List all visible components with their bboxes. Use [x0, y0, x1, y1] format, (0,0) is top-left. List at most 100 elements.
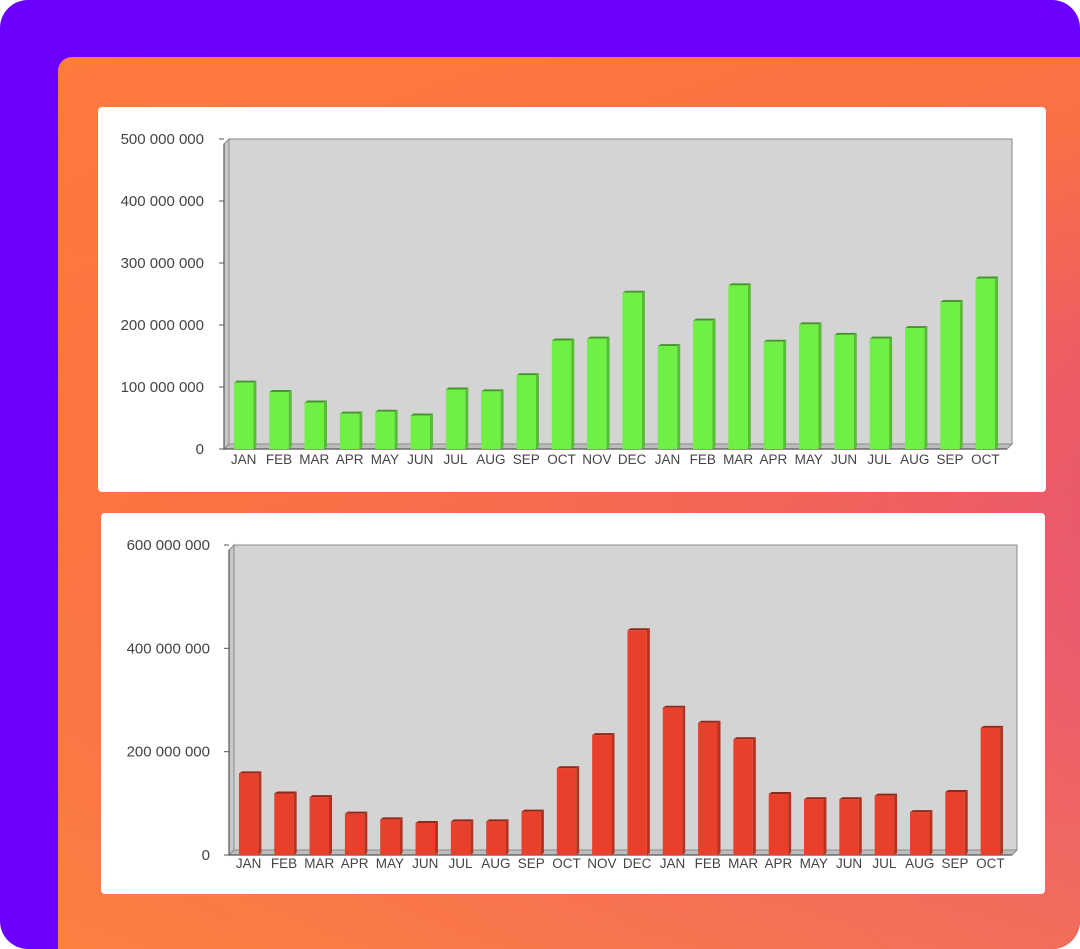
x-tick-label: JAN [231, 452, 257, 467]
bar-side [470, 819, 474, 855]
bar-front [940, 302, 960, 449]
bar-side [712, 318, 716, 449]
x-tick-label: FEB [271, 856, 297, 871]
bar-front [238, 773, 259, 855]
bar-side [434, 820, 438, 855]
x-tick-label: FEB [266, 452, 292, 467]
x-tick-label: OCT [552, 856, 581, 871]
bar-side [606, 336, 610, 449]
bar-top [410, 413, 433, 416]
y-tick-label: 100 000 000 [121, 379, 204, 396]
x-tick-label: MAY [800, 856, 828, 871]
plot-area [233, 544, 1018, 851]
bar-side [924, 326, 928, 449]
bar-top [481, 389, 504, 392]
bar-side [959, 300, 963, 449]
bar [233, 380, 257, 449]
bar [728, 283, 751, 449]
bar-top [733, 737, 756, 740]
bar-top [309, 795, 333, 798]
chart-bottom: 0 200 000 000 400 000 000 600 000 000 JAN FEB… [127, 537, 1019, 871]
x-tick-label: DEC [618, 452, 647, 467]
bar-side [995, 276, 999, 449]
bar-side [783, 339, 787, 449]
bar [339, 411, 363, 449]
x-tick-label: SEP [518, 856, 545, 871]
x-tick-label: OCT [976, 856, 1005, 871]
bar-front [693, 320, 713, 449]
bar-top [233, 380, 257, 383]
x-tick-label: FEB [690, 452, 716, 467]
bar-top [980, 725, 1004, 728]
x-tick-label: JUL [867, 452, 891, 467]
bar-top [556, 766, 580, 769]
bar-top [940, 300, 963, 303]
bar-top [728, 283, 751, 286]
bar-front [486, 821, 506, 855]
bar [269, 389, 292, 449]
bar-top [375, 409, 398, 412]
bar [622, 290, 645, 449]
x-tick-label: MAR [304, 856, 334, 871]
bar-top [693, 318, 716, 321]
y-tick-label: 400 000 000 [127, 640, 210, 657]
bar-front [763, 341, 784, 449]
bar-side [1000, 725, 1004, 855]
x-tick-label: APR [760, 452, 788, 467]
bar-side [359, 411, 363, 449]
bar-side [818, 322, 822, 449]
bar-side [465, 387, 469, 449]
bar-side [682, 705, 686, 855]
x-tick-label: MAY [376, 856, 404, 871]
x-tick-label: JUL [872, 856, 896, 871]
bar-front [344, 813, 365, 855]
bar [763, 339, 787, 449]
bar-side [646, 628, 650, 855]
bar-side [535, 373, 539, 449]
x-tick-label: JAN [655, 452, 681, 467]
bar-front [627, 630, 647, 855]
bar-front [945, 791, 965, 855]
bar-side [500, 389, 504, 449]
x-tick-label: SEP [513, 452, 540, 467]
x-tick-label: NOV [582, 452, 611, 467]
bar-top [339, 411, 363, 414]
bar-front [839, 799, 859, 855]
x-tick-label: JAN [660, 856, 686, 871]
bar-side [324, 400, 328, 449]
bar-side [364, 811, 368, 855]
x-tick-label: JUN [407, 452, 433, 467]
bar-front [375, 411, 395, 449]
chart-card-top: 0 100 000 000 200 000 000 300 000 000 400 00… [98, 107, 1046, 492]
bar-side [747, 283, 751, 449]
bar-front [415, 822, 435, 855]
bar [768, 792, 792, 855]
bar-front [516, 375, 536, 449]
bar-side [611, 733, 615, 855]
bar [693, 318, 716, 449]
bar-top [450, 819, 474, 822]
bar-front [799, 324, 819, 449]
bar-top [768, 792, 792, 795]
bar-side [677, 344, 681, 449]
bar-front [556, 768, 577, 855]
x-tick-label: OCT [547, 452, 576, 467]
bar-top [662, 705, 686, 708]
bar [733, 737, 756, 855]
bar-front [339, 413, 360, 449]
bar-front [274, 793, 294, 855]
plot-area [228, 138, 1013, 445]
x-tick-label: MAY [795, 452, 823, 467]
bar [380, 817, 403, 855]
bar-front [445, 389, 466, 449]
bar-top [909, 810, 933, 813]
x-tick-label: NOV [587, 856, 616, 871]
bar-top [238, 771, 262, 774]
x-tick-label: APR [765, 856, 793, 871]
bar-top [763, 339, 787, 342]
bar-top [869, 336, 893, 339]
bar [657, 344, 681, 449]
bar-front [904, 328, 925, 449]
bar [975, 276, 999, 449]
